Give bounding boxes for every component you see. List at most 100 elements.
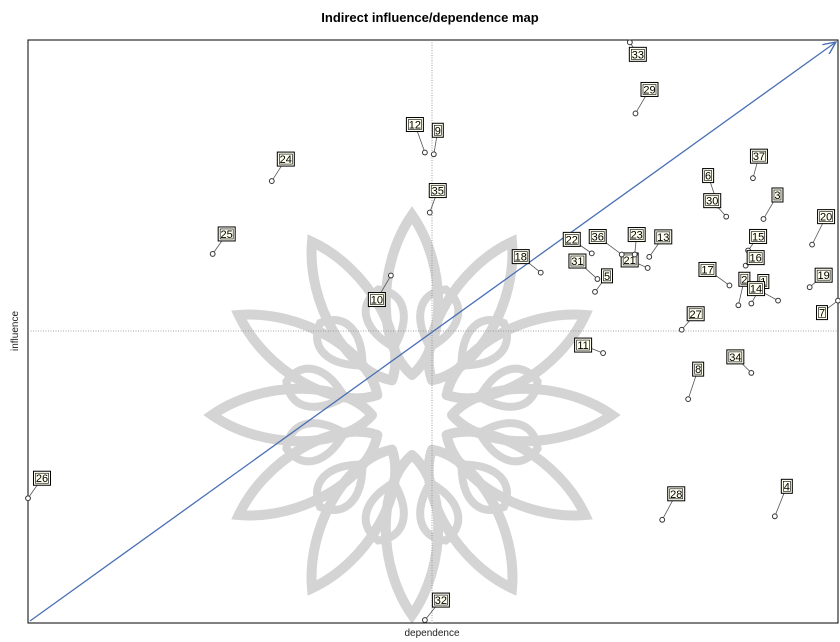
point-label: 2 [741,274,747,286]
data-point-27: 27 [679,307,704,332]
data-point-30: 30 [704,194,729,219]
point-marker [749,370,754,375]
watermark-ornament [212,215,612,615]
data-point-7: 7 [817,298,840,319]
point-label: 36 [592,232,604,244]
point-marker [423,618,428,623]
point-marker [836,298,840,303]
data-point-37: 37 [750,149,767,180]
point-label: 24 [280,154,292,166]
point-marker [210,252,215,257]
data-point-19: 19 [807,268,832,289]
point-label: 3 [774,190,780,202]
y-axis-label: influence [10,311,21,351]
point-marker [619,252,624,257]
point-marker [647,254,652,259]
data-point-15: 15 [746,229,767,252]
point-label: 19 [818,270,830,282]
point-label: 22 [566,234,578,246]
point-label: 33 [632,49,644,61]
point-marker [776,298,781,303]
data-point-13: 13 [647,230,672,259]
data-point-24: 24 [269,152,294,183]
point-marker [736,303,741,308]
point-label: 25 [221,229,233,241]
data-point-29: 29 [633,82,658,115]
point-label: 4 [784,481,790,493]
data-point-25: 25 [210,227,235,256]
point-label: 34 [729,352,741,364]
point-marker [388,273,393,278]
point-marker [423,150,428,155]
data-point-33: 33 [627,40,646,61]
data-point-14: 14 [748,282,781,303]
point-marker [589,251,594,256]
point-label: 29 [643,84,655,96]
point-marker [660,517,665,522]
point-label: 35 [432,186,444,198]
point-label: 12 [409,120,421,132]
point-marker [645,266,650,271]
data-point-5: 5 [593,269,613,294]
point-marker [686,397,691,402]
point-marker [627,40,632,45]
data-point-35: 35 [427,184,446,215]
point-label: 6 [705,171,711,183]
point-label: 26 [36,473,48,485]
point-label: 23 [631,230,643,242]
data-point-26: 26 [26,471,51,500]
point-marker [727,283,732,288]
point-label: 32 [435,595,447,607]
point-marker [751,176,756,181]
data-point-9: 9 [431,123,443,156]
point-marker [724,214,729,219]
point-marker [772,514,777,519]
point-marker [538,270,543,275]
point-marker [807,285,812,290]
point-label: 10 [371,295,383,307]
data-point-20: 20 [810,210,835,247]
point-marker [595,277,600,282]
data-point-12: 12 [406,118,427,155]
point-label: 7 [819,308,825,320]
data-point-4: 4 [772,479,792,518]
point-marker [633,111,638,116]
point-label: 20 [820,212,832,224]
point-marker [810,242,815,247]
point-label: 5 [604,271,610,283]
point-label: 37 [753,151,765,163]
data-point-3: 3 [761,188,783,221]
chart-title: Indirect influence/dependence map [321,10,538,25]
point-marker [269,179,274,184]
data-point-16: 16 [743,251,764,268]
point-label: 27 [690,309,702,321]
point-label: 11 [577,340,588,352]
data-point-28: 28 [660,487,685,522]
point-label: 16 [750,253,762,265]
point-marker [761,217,766,222]
point-label: 14 [750,284,762,296]
point-label: 31 [571,256,583,268]
point-marker [749,301,754,306]
x-axis-label: dependence [404,628,459,639]
data-point-8: 8 [686,362,704,401]
point-marker [679,327,684,332]
point-marker [26,496,31,501]
point-marker [593,289,598,294]
point-marker [427,210,432,215]
data-point-31: 31 [569,254,600,281]
point-label: 8 [695,364,701,376]
point-marker [601,351,606,356]
point-marker [431,152,436,157]
point-label: 17 [701,264,713,276]
point-label: 13 [657,232,669,244]
data-point-11: 11 [575,338,606,355]
point-label: 30 [706,196,718,208]
point-marker [632,252,637,257]
data-point-34: 34 [727,350,754,375]
point-label: 18 [515,252,527,264]
point-label: 28 [670,489,682,501]
point-label: 15 [752,231,764,243]
point-label: 9 [435,125,441,137]
